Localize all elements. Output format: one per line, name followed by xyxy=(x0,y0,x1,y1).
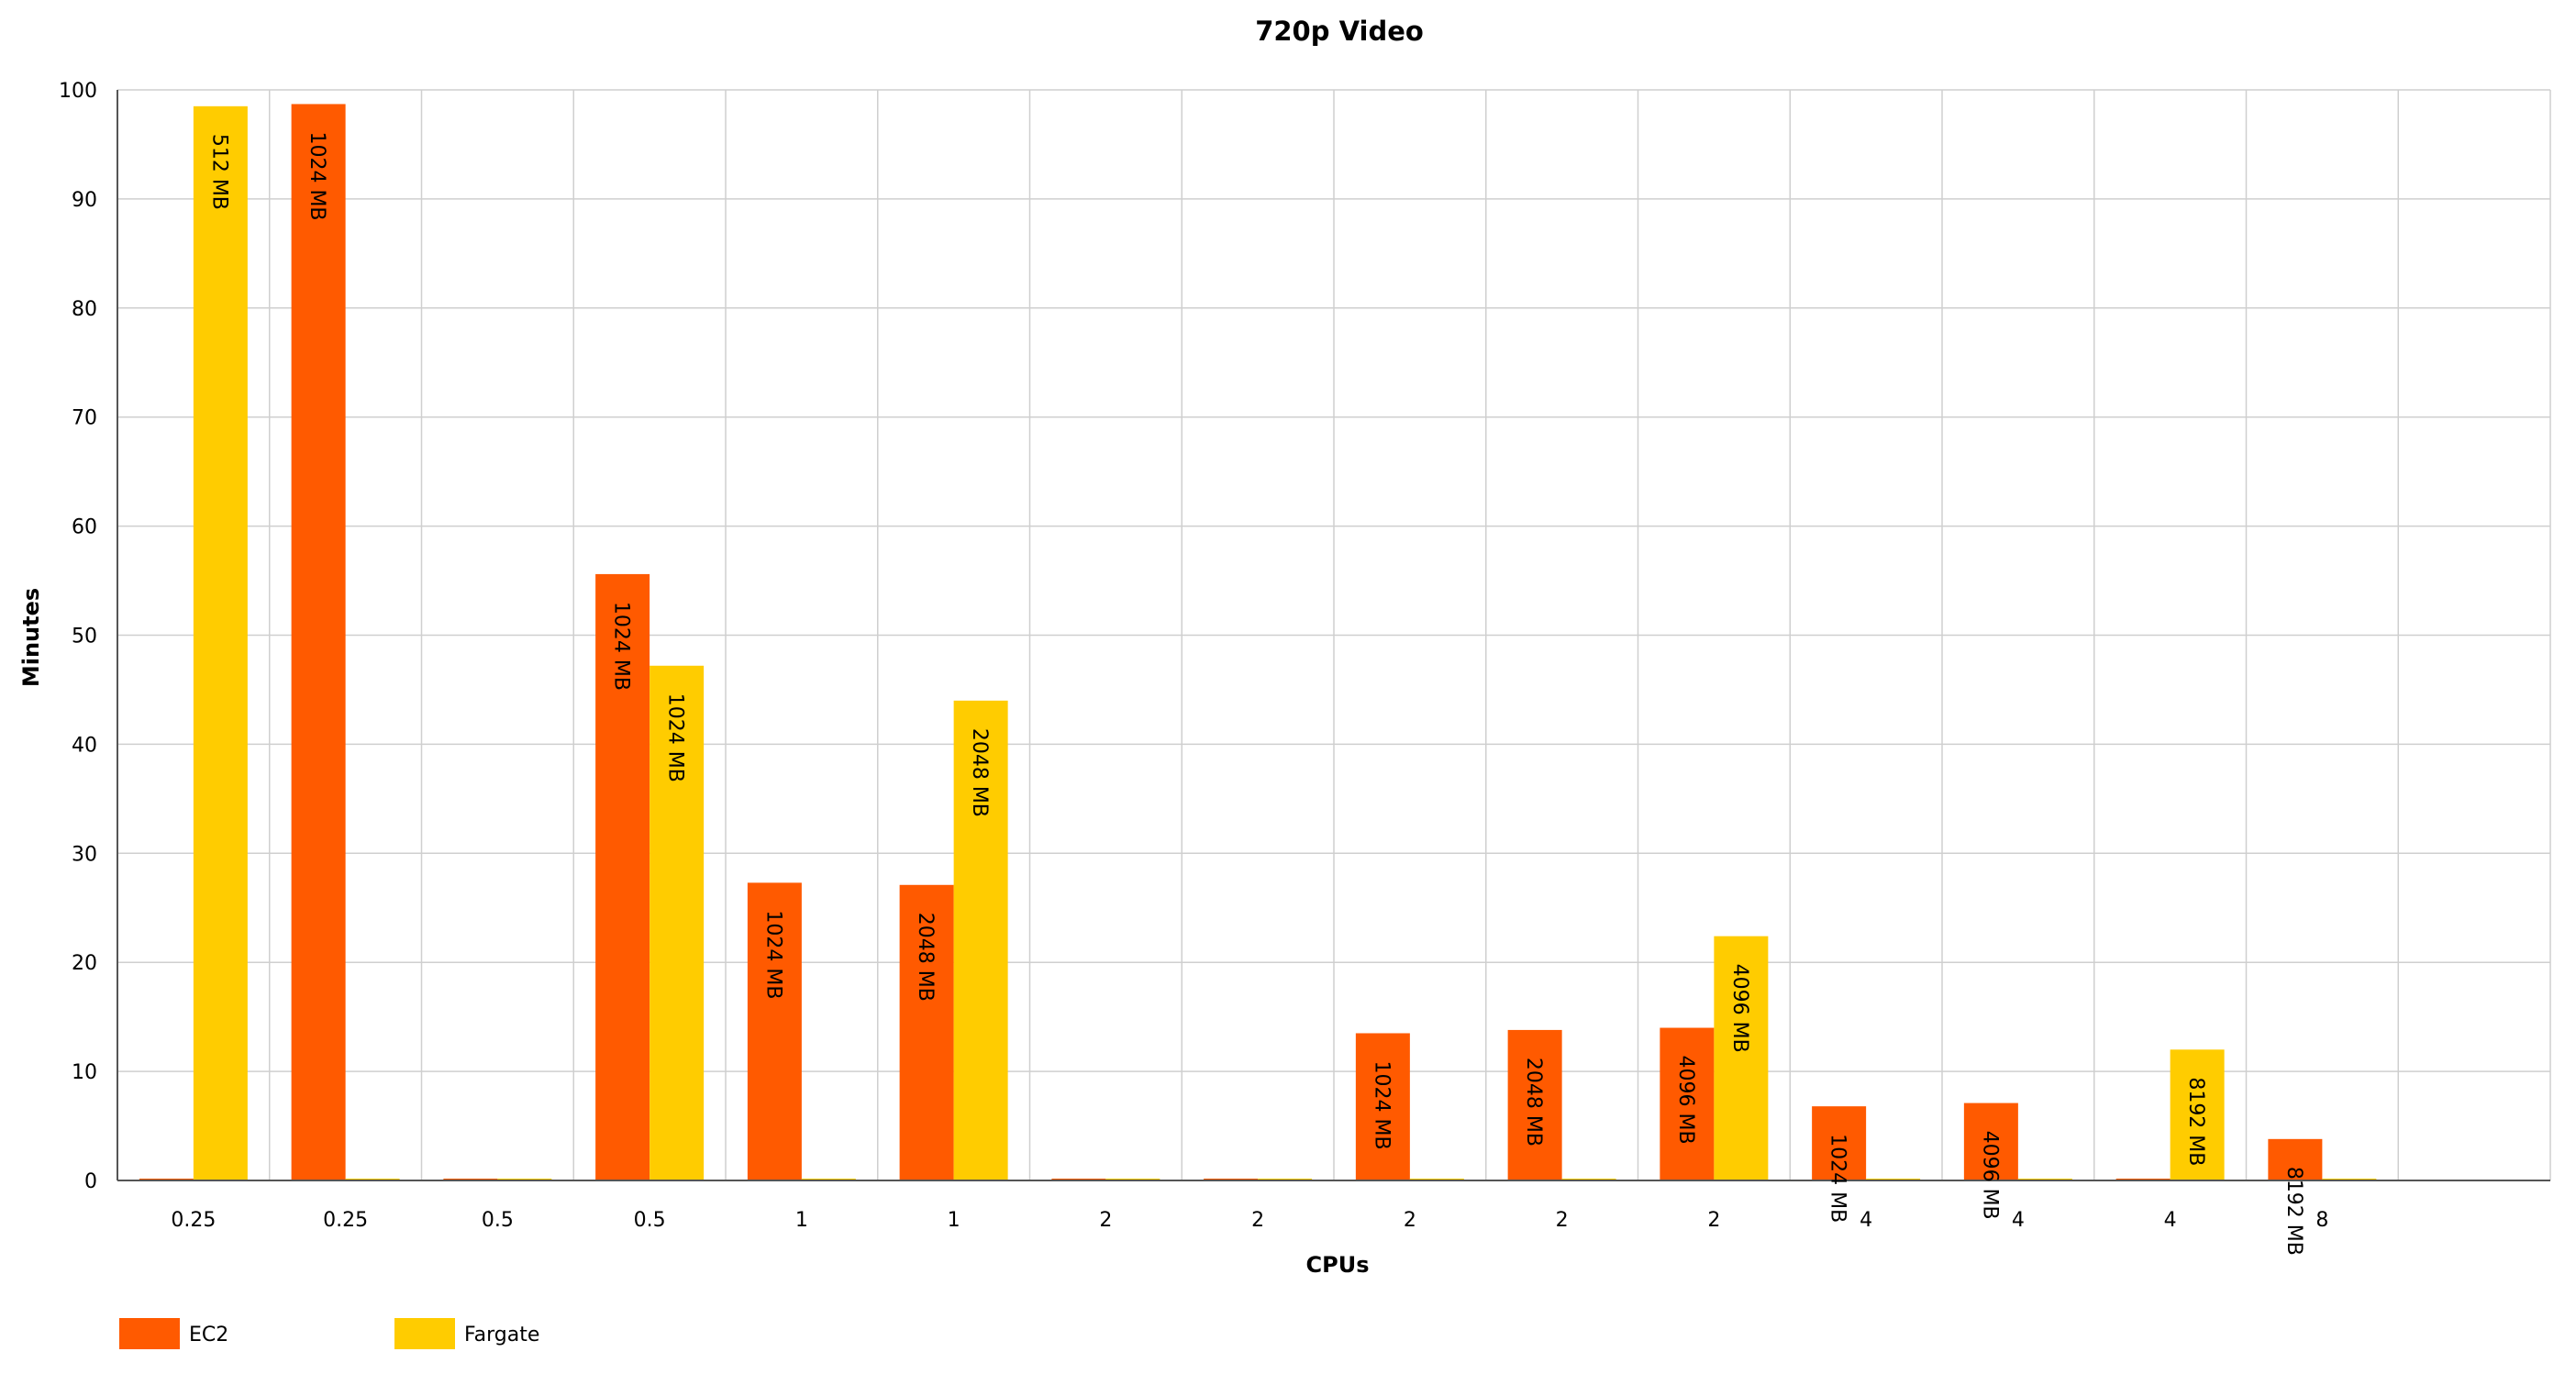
bar-data-label: 1024 MB xyxy=(1827,1134,1849,1223)
x-tick-label: 2 xyxy=(1099,1209,1112,1232)
bar-fargate xyxy=(193,105,248,1181)
bar-ec2 xyxy=(595,573,650,1180)
y-tick-label: 60 xyxy=(72,516,97,539)
bar-ec2 xyxy=(1660,1027,1715,1180)
y-tick-label: 20 xyxy=(72,952,97,975)
y-tick-label: 50 xyxy=(72,626,97,648)
bar-data-label: 4096 MB xyxy=(1674,1056,1697,1145)
grid xyxy=(117,89,2551,1181)
y-axis-title: Minutes xyxy=(18,588,44,687)
bar-ec2 xyxy=(1812,1106,1867,1180)
y-tick-label: 90 xyxy=(72,189,97,212)
x-tick-label: 8 xyxy=(2315,1209,2328,1232)
x-tick-label: 2 xyxy=(1556,1209,1569,1232)
x-tick-label: 0.5 xyxy=(634,1209,666,1232)
x-tick-label: 2 xyxy=(1707,1209,1720,1232)
bar-ec2 xyxy=(291,104,346,1180)
bar-data-label: 8192 MB xyxy=(2184,1077,2207,1166)
legend-label-fargate: Fargate xyxy=(464,1324,539,1346)
bar-fargate xyxy=(2170,1049,2225,1180)
bar-ec2 xyxy=(747,882,802,1180)
x-tick-label: 4 xyxy=(2164,1209,2177,1232)
x-tick-label: 1 xyxy=(948,1209,960,1232)
bar-data-label: 2048 MB xyxy=(914,913,937,1002)
x-tick-label: 2 xyxy=(1404,1209,1416,1232)
y-tick-label: 40 xyxy=(72,734,97,757)
y-tick-label: 0 xyxy=(84,1170,97,1193)
bar-data-label: 4096 MB xyxy=(1978,1131,2001,1220)
bar-ec2 xyxy=(2268,1138,2323,1180)
bar-data-label: 2048 MB xyxy=(968,728,991,817)
bar-fargate xyxy=(650,665,705,1180)
legend-label-ec2: EC2 xyxy=(189,1324,228,1346)
bar-ec2 xyxy=(1507,1029,1562,1180)
legend-swatch-fargate xyxy=(394,1318,455,1349)
bar-ec2 xyxy=(1963,1103,2018,1180)
bar-fargate xyxy=(1714,936,1769,1180)
y-tick-label: 100 xyxy=(59,80,97,103)
x-tick-label: 0.5 xyxy=(482,1209,514,1232)
bar-data-label: 4096 MB xyxy=(1728,964,1751,1053)
y-tick-label: 80 xyxy=(72,298,97,321)
bars xyxy=(139,104,2377,1181)
bar-data-label: 1024 MB xyxy=(610,602,633,691)
y-tick-label: 10 xyxy=(72,1061,97,1084)
bar-ec2 xyxy=(1355,1033,1410,1180)
chart-title: 720p Video xyxy=(1255,16,1424,47)
bar-fargate xyxy=(953,700,1008,1180)
bar-data-label: 1024 MB xyxy=(761,910,784,999)
x-tick-label: 0.25 xyxy=(171,1209,216,1232)
x-tick-label: 2 xyxy=(1251,1209,1264,1232)
bar-data-label: 1024 MB xyxy=(305,131,328,220)
x-tick-label: 4 xyxy=(1860,1209,1872,1232)
x-tick-label: 4 xyxy=(2012,1209,2025,1232)
axes xyxy=(117,90,2550,1181)
bar-ec2 xyxy=(899,884,954,1180)
x-axis-title: CPUs xyxy=(1306,1252,1370,1278)
bar-data-label: 2048 MB xyxy=(1522,1058,1545,1147)
legend-swatch-ec2 xyxy=(119,1318,180,1349)
legend: EC2 Fargate xyxy=(119,1318,539,1349)
y-tick-label: 70 xyxy=(72,407,97,430)
bar-data-label: 8192 MB xyxy=(2282,1167,2305,1256)
tick-labels: 0 10 20 30 40 50 60 70 80 90 100 1024 MB 1024 MB 1024… xyxy=(59,80,2328,1256)
bar-data-label: 1024 MB xyxy=(664,693,687,782)
x-tick-label: 0.25 xyxy=(323,1209,368,1232)
bar-data-label: 1024 MB xyxy=(1370,1060,1393,1149)
y-tick-label: 30 xyxy=(72,843,97,866)
bar-data-label: 512 MB xyxy=(207,134,230,210)
x-tick-label: 1 xyxy=(795,1209,808,1232)
